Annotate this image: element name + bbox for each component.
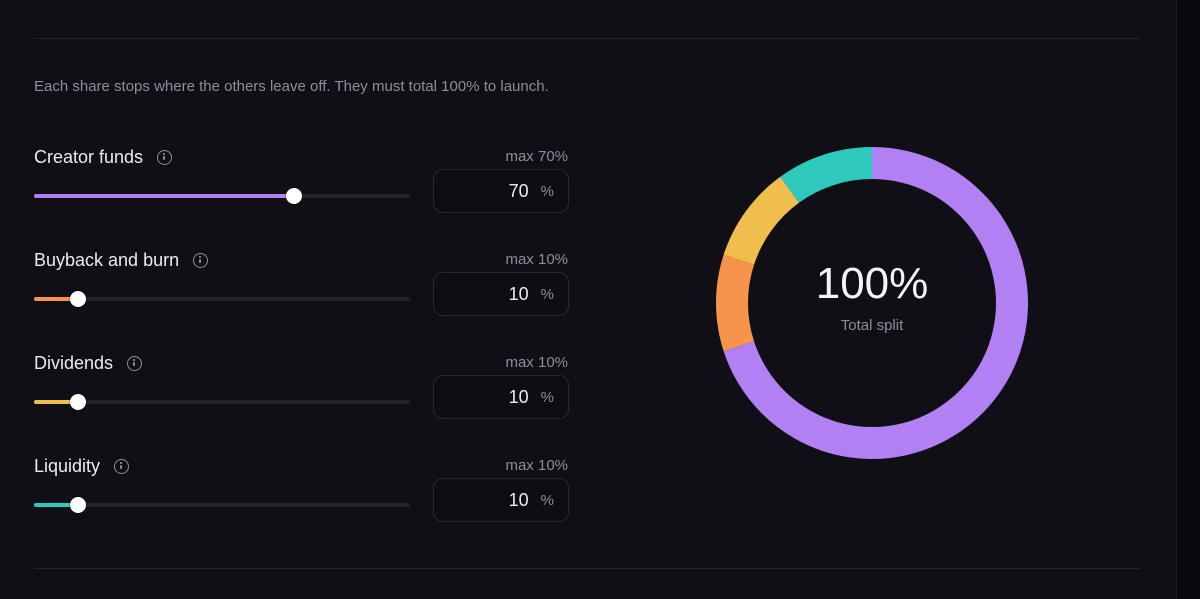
liquidity-percent-input[interactable]: 10 % (433, 478, 569, 522)
top-divider (34, 38, 1140, 39)
donut-segment-dividends (723, 176, 800, 266)
percent-value[interactable]: 10 (508, 489, 529, 510)
allocation-row-buyback-and-burn: Buyback and burn max 10% 10 % (34, 248, 572, 344)
allocation-label-group: Liquidity (34, 454, 130, 478)
allocation-max: max 70% (505, 148, 568, 165)
allocation-label: Liquidity (34, 455, 101, 476)
info-icon[interactable] (127, 355, 143, 371)
percent-value[interactable]: 70 (508, 180, 529, 201)
allocation-label-group: Buyback and burn (34, 248, 209, 272)
percent-value[interactable]: 10 (508, 283, 529, 304)
split-donut-chart: 100% Total split (716, 147, 1028, 459)
allocation-max: max 10% (505, 457, 568, 474)
donut-segment-creator-funds (723, 147, 1028, 459)
percent-value[interactable]: 10 (508, 386, 529, 407)
slider-track (34, 297, 410, 301)
bottom-divider (34, 568, 1140, 569)
info-icon[interactable] (114, 458, 130, 474)
dividends-slider[interactable] (34, 393, 410, 411)
total-split-label: Total split (840, 316, 904, 334)
allocation-label: Buyback and burn (34, 249, 180, 270)
slider-fill (34, 400, 78, 404)
donut-segment-buyback-and-burn (716, 254, 755, 352)
allocation-label: Creator funds (34, 146, 144, 167)
allocation-label-group: Creator funds (34, 145, 173, 169)
buyback-and-burn-percent-input[interactable]: 10 % (433, 272, 569, 316)
info-icon[interactable] (193, 252, 209, 268)
dividends-percent-input[interactable]: 10 % (433, 375, 569, 419)
total-split-value: 100% (815, 258, 929, 308)
slider-track (34, 503, 410, 507)
slider-track (34, 400, 410, 404)
allocation-max: max 10% (505, 354, 568, 371)
donut-segment-liquidity (780, 147, 873, 203)
percent-unit: % (540, 182, 554, 200)
allocation-row-liquidity: Liquidity max 10% 10 % (34, 454, 572, 550)
slider-thumb[interactable] (70, 497, 86, 513)
percent-unit: % (540, 491, 554, 509)
liquidity-slider[interactable] (34, 496, 410, 514)
donut-svg (716, 147, 1028, 459)
allocation-row-dividends: Dividends max 10% 10 % (34, 351, 572, 447)
split-description: Each share stops where the others leave … (34, 78, 549, 95)
allocation-max: max 10% (505, 251, 568, 268)
allocation-label: Dividends (34, 352, 114, 373)
slider-fill (34, 503, 78, 507)
info-icon[interactable] (157, 149, 173, 165)
side-strip (1177, 0, 1200, 599)
donut-center: 100% Total split (716, 147, 1028, 459)
allocation-row-creator-funds: Creator funds max 70% 70 % (34, 145, 572, 241)
slider-thumb[interactable] (70, 394, 86, 410)
allocation-label-group: Dividends (34, 351, 143, 375)
percent-unit: % (540, 388, 554, 406)
percent-unit: % (540, 285, 554, 303)
creator-funds-percent-input[interactable]: 70 % (433, 169, 569, 213)
buyback-and-burn-slider[interactable] (34, 290, 410, 308)
slider-thumb[interactable] (70, 291, 86, 307)
slider-fill (34, 194, 294, 198)
slider-thumb[interactable] (286, 188, 302, 204)
slider-fill (34, 297, 78, 301)
creator-funds-slider[interactable] (34, 187, 410, 205)
